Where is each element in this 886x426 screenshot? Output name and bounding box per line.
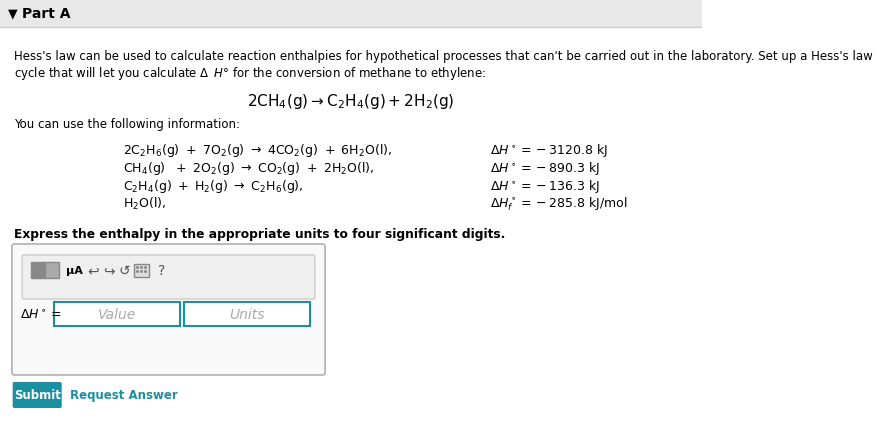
Text: Hess's law can be used to calculate reaction enthalpies for hypothetical process: Hess's law can be used to calculate reac… bbox=[14, 50, 872, 63]
Text: $\mathrm{CH_4(g)}\ \ +\ 2\mathrm{O_2(g)}\ \rightarrow\ \mathrm{CO_2(g)}\ +\ 2\ma: $\mathrm{CH_4(g)}\ \ +\ 2\mathrm{O_2(g)}… bbox=[122, 160, 374, 177]
Text: ↩: ↩ bbox=[87, 263, 98, 277]
FancyBboxPatch shape bbox=[0, 0, 701, 28]
FancyBboxPatch shape bbox=[22, 256, 315, 299]
Text: $2\mathrm{C_2H_6(g)}\ +\ 7\mathrm{O_2(g)}\ \rightarrow\ 4\mathrm{CO_2(g)}\ +\ 6\: $2\mathrm{C_2H_6(g)}\ +\ 7\mathrm{O_2(g)… bbox=[122, 142, 392, 158]
Text: $\Delta H^\circ_f = -285.8\ \mathrm{kJ/mol}$: $\Delta H^\circ_f = -285.8\ \mathrm{kJ/m… bbox=[490, 196, 627, 213]
Text: $\Delta H^\circ = -136.3\ \mathrm{kJ}$: $\Delta H^\circ = -136.3\ \mathrm{kJ}$ bbox=[490, 178, 600, 195]
Text: $\mathrm{C_2H_4(g)}\ +\ \mathrm{H_2(g)}\ \rightarrow\ \mathrm{C_2H_6(g)},$: $\mathrm{C_2H_4(g)}\ +\ \mathrm{H_2(g)}\… bbox=[122, 178, 303, 195]
Text: Part A: Part A bbox=[22, 7, 71, 21]
Text: $\mathrm{H_2O(l)},$: $\mathrm{H_2O(l)},$ bbox=[122, 196, 166, 212]
Text: Express the enthalpy in the appropriate units to four significant digits.: Express the enthalpy in the appropriate … bbox=[14, 227, 505, 240]
Text: μA: μA bbox=[66, 265, 83, 275]
Text: $\Delta H^\circ =$: $\Delta H^\circ =$ bbox=[19, 308, 61, 321]
Text: Request Answer: Request Answer bbox=[69, 389, 177, 402]
Text: $\Delta H^\circ = -890.3\ \mathrm{kJ}$: $\Delta H^\circ = -890.3\ \mathrm{kJ}$ bbox=[490, 160, 600, 177]
FancyBboxPatch shape bbox=[12, 245, 325, 375]
Text: ?: ? bbox=[158, 263, 166, 277]
Text: $\Delta H^\circ = -3120.8\ \mathrm{kJ}$: $\Delta H^\circ = -3120.8\ \mathrm{kJ}$ bbox=[490, 142, 608, 158]
Text: $2\mathrm{CH_4(g)} \rightarrow \mathrm{C_2H_4(g)} + 2\mathrm{H_2(g)}$: $2\mathrm{CH_4(g)} \rightarrow \mathrm{C… bbox=[246, 92, 454, 111]
Text: Units: Units bbox=[229, 307, 264, 321]
FancyBboxPatch shape bbox=[54, 302, 180, 326]
FancyBboxPatch shape bbox=[45, 262, 59, 278]
Text: ▼: ▼ bbox=[8, 8, 18, 20]
Text: cycle that will let you calculate Δ  $H$° for the conversion of methane to ethyl: cycle that will let you calculate Δ $H$°… bbox=[14, 65, 486, 82]
Text: Value: Value bbox=[97, 307, 136, 321]
Text: Submit: Submit bbox=[13, 389, 60, 402]
FancyBboxPatch shape bbox=[31, 262, 45, 278]
FancyBboxPatch shape bbox=[183, 302, 310, 326]
Text: ↺: ↺ bbox=[119, 263, 130, 277]
Text: ↪: ↪ bbox=[103, 263, 114, 277]
FancyBboxPatch shape bbox=[12, 382, 62, 408]
Text: You can use the following information:: You can use the following information: bbox=[14, 118, 240, 131]
FancyBboxPatch shape bbox=[134, 264, 149, 277]
